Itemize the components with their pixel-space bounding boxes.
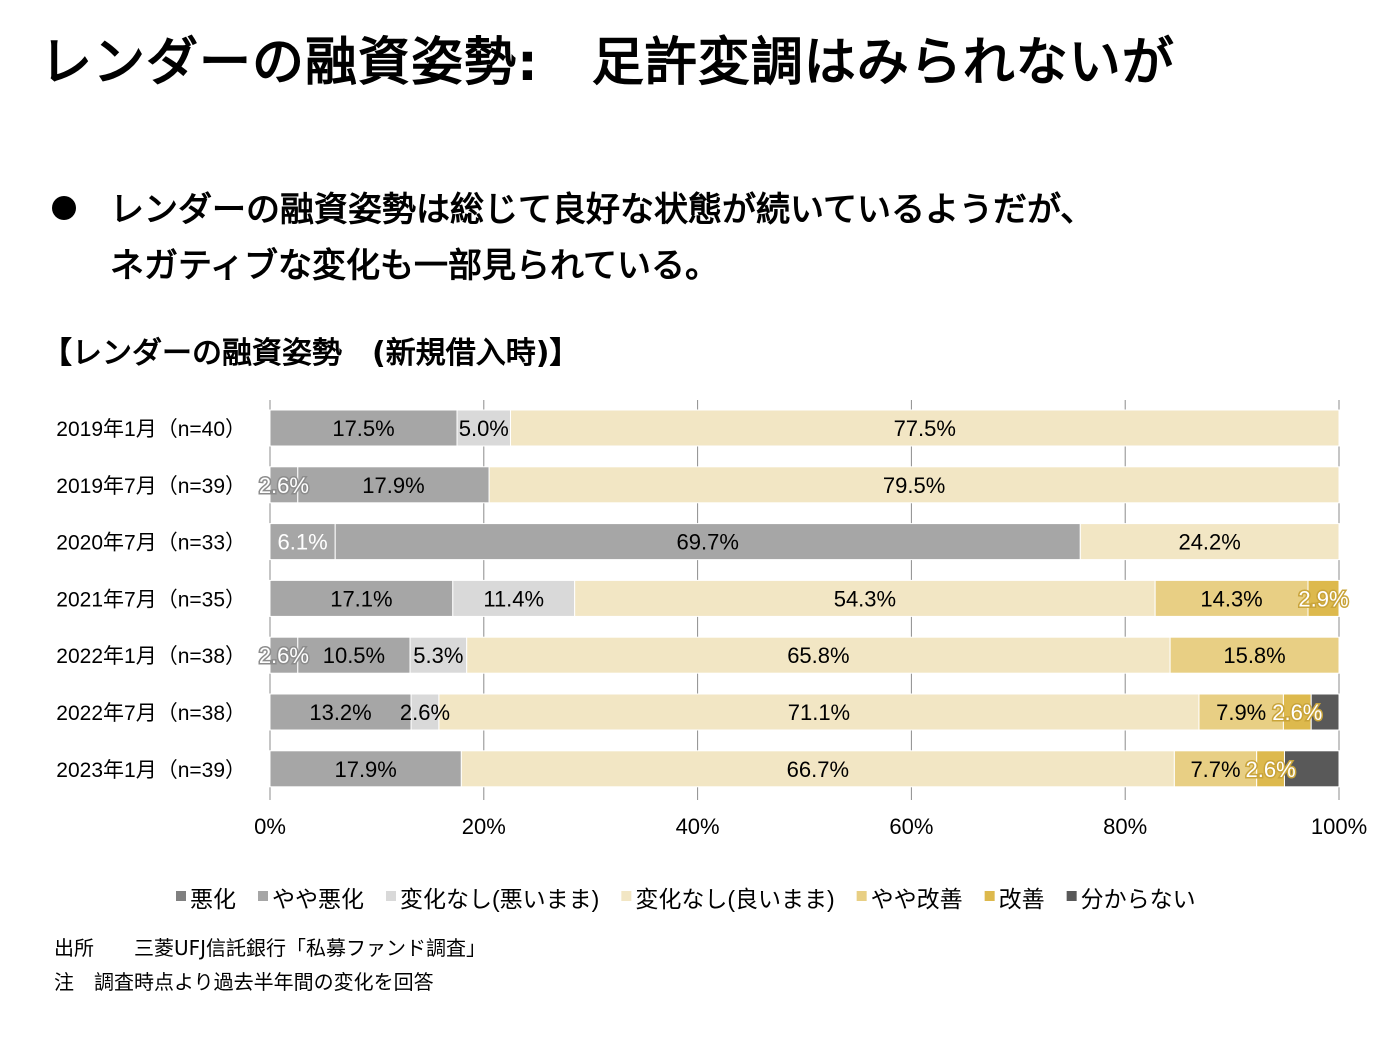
data-label: 11.4% <box>483 586 544 611</box>
page-title: レンダーの融資姿勢: 足許変調はみられないが <box>40 33 1175 93</box>
legend-swatch <box>386 891 396 901</box>
bar-segment <box>510 409 1340 447</box>
category-label: 2023年1月（n=39） <box>56 759 246 782</box>
data-label: 5.3% <box>413 643 463 668</box>
category-label: 2019年1月（n=40） <box>56 418 246 441</box>
x-tick-label: 80% <box>1103 814 1147 839</box>
bar-segment <box>269 693 412 731</box>
bar-segment <box>1079 523 1340 561</box>
data-label: 17.9% <box>334 757 396 782</box>
category-label: 2022年7月（n=38） <box>56 702 246 725</box>
data-label: 5.0% <box>459 416 509 441</box>
data-label: 6.1% <box>278 530 328 555</box>
legend-label: 悪化 <box>190 886 236 912</box>
x-tick-label: 0% <box>254 814 286 839</box>
bar-segment <box>460 750 1175 788</box>
data-label: 17.5% <box>332 416 394 441</box>
bar-segment <box>1173 750 1258 788</box>
data-label: 24.2% <box>1178 530 1240 555</box>
bar-segment <box>452 579 576 617</box>
legend-swatch <box>1066 891 1077 901</box>
bullet-text-line-2: ネガティブな変化も一部見られている。 <box>110 246 719 286</box>
bar-segment <box>1169 636 1340 674</box>
legend-label: やや悪化 <box>272 886 364 912</box>
bar-segment <box>409 636 468 674</box>
data-label: 10.5% <box>323 643 385 668</box>
bar-segment <box>297 466 490 504</box>
legend-swatch <box>621 891 632 901</box>
bar-segment <box>1282 693 1312 731</box>
category-label: 2019年7月（n=39） <box>56 475 246 498</box>
data-label: 7.7% <box>1190 757 1240 782</box>
data-label: 77.5% <box>894 416 956 441</box>
legend-swatch <box>984 891 995 901</box>
data-label: 65.8% <box>787 643 849 668</box>
x-tick-label: 20% <box>462 814 506 839</box>
data-label: 13.2% <box>309 700 371 725</box>
legend-swatch <box>856 891 867 901</box>
legend-label: 分からない <box>1081 886 1196 912</box>
bar-segment <box>410 693 440 731</box>
data-label: 2.6% <box>400 700 450 725</box>
legend-swatch <box>176 891 186 901</box>
data-label: 69.7% <box>677 530 739 555</box>
bullet-dot-icon <box>52 196 76 220</box>
legend-label: 改善 <box>999 886 1045 912</box>
data-label: 15.8% <box>1223 643 1285 668</box>
legend-swatch <box>258 891 268 901</box>
data-label: 2.6% <box>259 643 309 668</box>
bar-segment <box>574 579 1156 617</box>
bar-segment <box>1154 579 1309 617</box>
data-label: 2.6% <box>1246 757 1296 782</box>
data-label: 17.1% <box>330 586 392 611</box>
data-label: 7.9% <box>1216 700 1266 725</box>
chart-title: 【レンダーの融資姿勢 (新規借入時)】 <box>42 336 580 371</box>
bar-segment <box>334 523 1081 561</box>
bar-segment <box>1310 693 1340 731</box>
bar-segment <box>1307 579 1340 617</box>
data-label: 17.9% <box>362 473 424 498</box>
stacked-bar-chart: 0% 20% 40% 60% 80% 100% 2019年1月（n=40） 17.5% 5.0%… <box>56 400 1367 912</box>
category-label: 2022年1月（n=38） <box>56 645 246 668</box>
legend-label: 変化なし(良いまま) <box>635 886 834 912</box>
bar-segment <box>466 636 1171 674</box>
bar-segment <box>1283 750 1340 788</box>
data-label: 66.7% <box>787 757 849 782</box>
bar-segment <box>488 466 1340 504</box>
bar-segment <box>269 579 454 617</box>
footnote: 注 調査時点より過去半年間の変化を回答 <box>54 970 434 994</box>
bar-segment <box>269 466 299 504</box>
source-note: 出所 三菱UFJ信託銀行「私募ファンド調査」 <box>54 936 487 960</box>
data-label: 71.1% <box>788 700 850 725</box>
bar-segment <box>269 409 458 447</box>
data-label: 14.3% <box>1200 586 1262 611</box>
bar-segment <box>1256 750 1285 788</box>
data-label: 2.6% <box>259 473 309 498</box>
bar-segment <box>269 523 336 561</box>
data-label: 2.9% <box>1298 586 1348 611</box>
legend-label: 変化なし(悪いまま) <box>400 886 599 912</box>
x-tick-label: 40% <box>676 814 720 839</box>
x-tick-label: 100% <box>1311 814 1367 839</box>
bar-segment <box>1198 693 1284 731</box>
bullet-text-line-1: レンダーの融資姿勢は総じて良好な状態が続いているようだが、 <box>110 190 1095 230</box>
data-label: 2.6% <box>1272 700 1322 725</box>
data-label: 79.5% <box>883 473 945 498</box>
data-label: 54.3% <box>834 586 896 611</box>
x-tick-label: 60% <box>889 814 933 839</box>
category-label: 2021年7月（n=35） <box>56 588 246 611</box>
category-label: 2020年7月（n=33） <box>56 532 246 555</box>
legend-label: やや改善 <box>871 886 963 912</box>
